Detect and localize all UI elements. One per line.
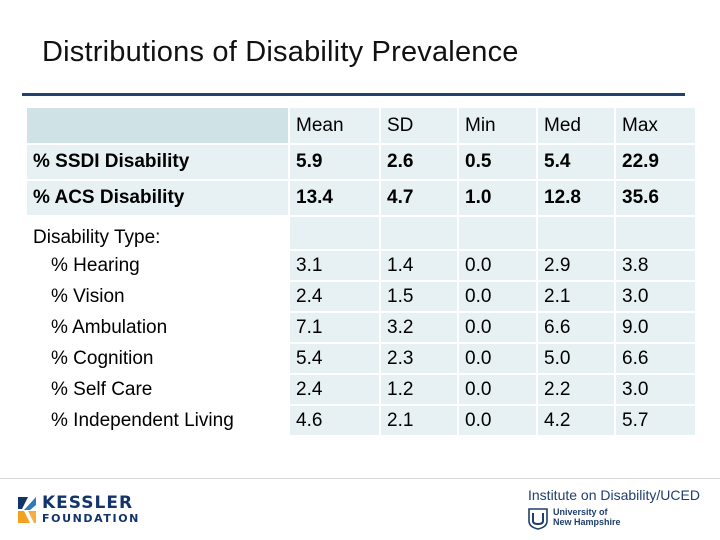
cell-med: 2.9 <box>536 249 616 282</box>
institute-name: Institute on Disability/UCED <box>528 487 700 503</box>
row-label-hearing: % Hearing <box>25 249 290 282</box>
row-label-ssdi: % SSDI Disability <box>25 143 290 181</box>
empty-cell <box>288 215 381 251</box>
cell-med: 5.0 <box>536 342 616 375</box>
cell-med: 4.2 <box>536 404 616 437</box>
cell-med: 2.2 <box>536 373 616 406</box>
cell-min: 0.5 <box>457 143 538 181</box>
unh-line-2: New Hampshire <box>553 517 621 527</box>
column-header-min: Min <box>457 106 538 145</box>
cell-mean: 5.9 <box>288 143 381 181</box>
cell-max: 3.0 <box>614 373 697 406</box>
kessler-subtitle: FOUNDATION <box>42 512 140 525</box>
empty-cell <box>457 215 538 251</box>
prevalence-table: Mean SD Min Med Max % SSDI Disability 5.… <box>25 106 697 437</box>
cell-max: 3.8 <box>614 249 697 282</box>
column-header-mean: Mean <box>288 106 381 145</box>
cell-min: 0.0 <box>457 342 538 375</box>
column-header-sd: SD <box>379 106 459 145</box>
cell-min: 0.0 <box>457 373 538 406</box>
kessler-mark-icon <box>18 497 36 523</box>
empty-cell <box>379 215 459 251</box>
column-header-max: Max <box>614 106 697 145</box>
title-divider <box>22 93 685 96</box>
cell-sd: 4.7 <box>379 179 459 217</box>
cell-max: 6.6 <box>614 342 697 375</box>
slide-title: Distributions of Disability Prevalence <box>42 36 519 68</box>
cell-max: 22.9 <box>614 143 697 181</box>
cell-mean: 4.6 <box>288 404 381 437</box>
empty-cell <box>536 215 616 251</box>
cell-mean: 2.4 <box>288 373 381 406</box>
cell-max: 35.6 <box>614 179 697 217</box>
cell-max: 3.0 <box>614 280 697 313</box>
cell-mean: 13.4 <box>288 179 381 217</box>
cell-med: 5.4 <box>536 143 616 181</box>
kessler-foundation-logo: KESSLER FOUNDATION <box>16 493 146 527</box>
table-row: % SSDI Disability 5.9 2.6 0.5 5.4 22.9 <box>25 143 697 181</box>
kessler-name: KESSLER <box>42 493 134 513</box>
table-header-row: Mean SD Min Med Max <box>25 106 697 145</box>
cell-min: 0.0 <box>457 311 538 344</box>
row-label-vision: % Vision <box>25 280 290 313</box>
section-label-disability-type: Disability Type: <box>25 215 290 251</box>
cell-sd: 1.5 <box>379 280 459 313</box>
table-row: % Vision 2.4 1.5 0.0 2.1 3.0 <box>25 280 697 313</box>
row-label-acs: % ACS Disability <box>25 179 290 217</box>
cell-med: 12.8 <box>536 179 616 217</box>
section-row: Disability Type: <box>25 215 697 251</box>
cell-med: 2.1 <box>536 280 616 313</box>
cell-min: 0.0 <box>457 404 538 437</box>
row-label-ambulation: % Ambulation <box>25 311 290 344</box>
empty-cell <box>614 215 697 251</box>
row-label-cognition: % Cognition <box>25 342 290 375</box>
header-corner-cell <box>25 106 290 145</box>
row-label-self-care: % Self Care <box>25 373 290 406</box>
cell-mean: 3.1 <box>288 249 381 282</box>
cell-sd: 1.4 <box>379 249 459 282</box>
table-row: % Ambulation 7.1 3.2 0.0 6.6 9.0 <box>25 311 697 344</box>
table-row: % Independent Living 4.6 2.1 0.0 4.2 5.7 <box>25 404 697 437</box>
cell-max: 5.7 <box>614 404 697 437</box>
cell-sd: 2.6 <box>379 143 459 181</box>
table-row: % Cognition 5.4 2.3 0.0 5.0 6.6 <box>25 342 697 375</box>
footer-divider <box>0 478 720 479</box>
cell-min: 0.0 <box>457 280 538 313</box>
table-row: % ACS Disability 13.4 4.7 1.0 12.8 35.6 <box>25 179 697 217</box>
table-row: % Self Care 2.4 1.2 0.0 2.2 3.0 <box>25 373 697 406</box>
cell-sd: 2.1 <box>379 404 459 437</box>
cell-sd: 2.3 <box>379 342 459 375</box>
unh-line-1: University of <box>553 507 608 517</box>
unh-wordmark: University of New Hampshire <box>553 507 621 527</box>
cell-sd: 3.2 <box>379 311 459 344</box>
table-row: % Hearing 3.1 1.4 0.0 2.9 3.8 <box>25 249 697 282</box>
cell-max: 9.0 <box>614 311 697 344</box>
cell-mean: 7.1 <box>288 311 381 344</box>
cell-mean: 2.4 <box>288 280 381 313</box>
unh-shield-icon <box>528 508 548 530</box>
cell-min: 1.0 <box>457 179 538 217</box>
row-label-independent-living: % Independent Living <box>25 404 290 437</box>
cell-med: 6.6 <box>536 311 616 344</box>
cell-min: 0.0 <box>457 249 538 282</box>
cell-sd: 1.2 <box>379 373 459 406</box>
cell-mean: 5.4 <box>288 342 381 375</box>
column-header-med: Med <box>536 106 616 145</box>
